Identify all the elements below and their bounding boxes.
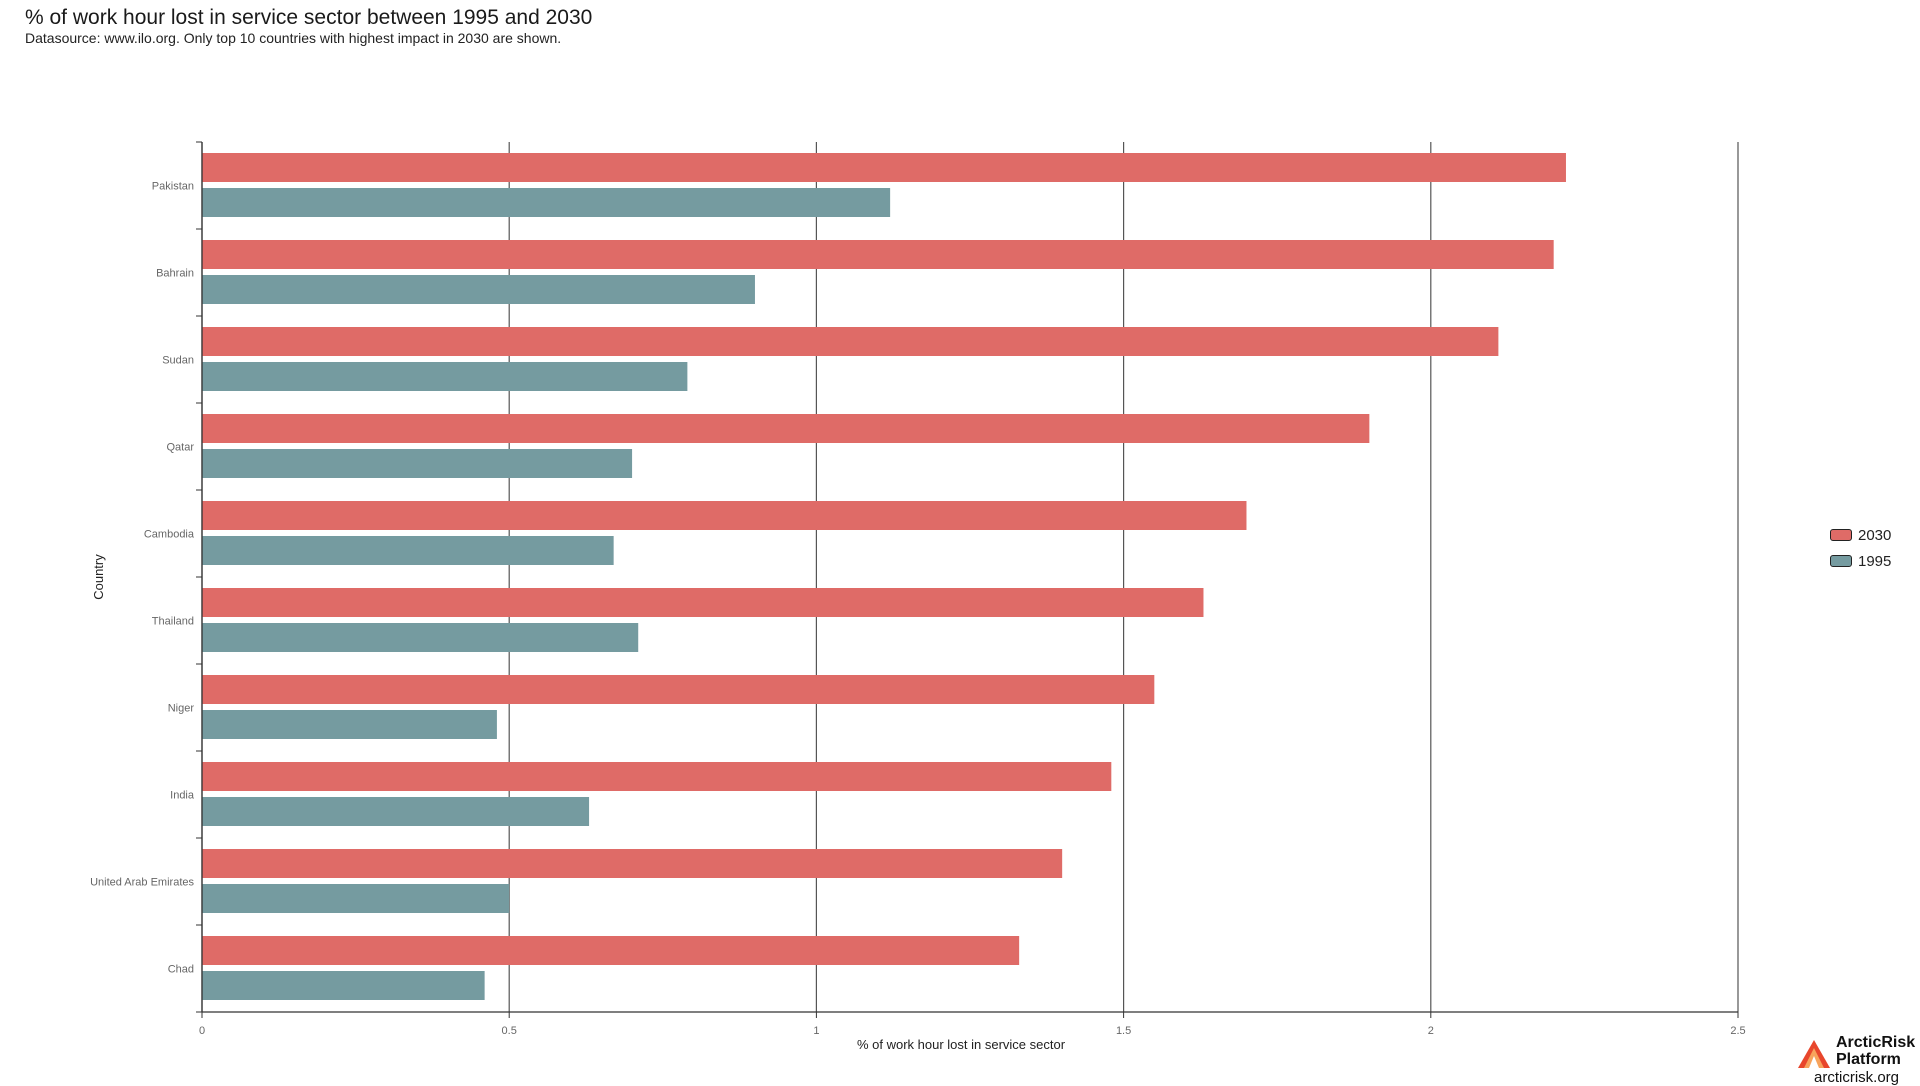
y-axis-title: Country (91, 554, 106, 600)
x-tick-label-1: 0.5 (502, 1025, 517, 1037)
logo-url: arcticrisk.org (1814, 1069, 1900, 1086)
y-tick-label-4: Cambodia (144, 529, 195, 541)
chart-title: % of work hour lost in service sector be… (25, 6, 593, 29)
chart-subtitle: Datasource: www.ilo.org. Only top 10 cou… (25, 30, 562, 46)
bar-2030-1 (202, 240, 1554, 269)
bar-1995-3 (202, 449, 633, 478)
logo-name: ArcticRisk Platform (1836, 1034, 1916, 1068)
arcticrisk-logo[interactable]: ArcticRisk Platform arcticrisk.org (1796, 1034, 1920, 1086)
legend-swatch-1995 (1830, 555, 1852, 567)
legend-label-2030: 2030 (1858, 526, 1892, 544)
bar-1995-7 (202, 797, 590, 826)
y-tick-label-5: Thailand (152, 616, 194, 628)
legend-item-1995[interactable]: 1995 (1830, 548, 1891, 574)
bar-1995-0 (202, 188, 891, 217)
y-tick-label-9: Chad (168, 964, 194, 976)
bar-1995-8 (202, 884, 510, 913)
legend-label-1995: 1995 (1858, 552, 1892, 570)
y-tick-label-2: Sudan (162, 355, 194, 367)
bar-2030-4 (202, 501, 1247, 530)
arcticrisk-mountain-icon (1798, 1040, 1830, 1068)
bar-2030-9 (202, 936, 1020, 965)
bar-2030-8 (202, 849, 1063, 878)
bar-2030-2 (202, 327, 1499, 356)
y-tick-label-7: India (170, 790, 195, 802)
legend-item-2030[interactable]: 2030 (1830, 522, 1891, 548)
y-tick-label-1: Bahrain (156, 268, 194, 280)
x-tick-label-5: 2.5 (1730, 1025, 1745, 1037)
x-tick-label-4: 2 (1428, 1025, 1434, 1037)
y-tick-label-8: United Arab Emirates (90, 877, 194, 889)
bar-2030-0 (202, 153, 1566, 182)
bar-2030-6 (202, 675, 1155, 704)
y-tick-label-3: Qatar (166, 442, 194, 454)
y-tick-label-6: Niger (168, 703, 195, 715)
bar-1995-5 (202, 623, 639, 652)
x-tick-label-0: 0 (199, 1025, 205, 1037)
bar-1995-9 (202, 971, 485, 1000)
bar-2030-7 (202, 762, 1112, 791)
bar-1995-1 (202, 275, 755, 304)
x-axis-title: % of work hour lost in service sector (857, 1037, 1066, 1052)
bar-2030-3 (202, 414, 1370, 443)
x-tick-label-2: 1 (813, 1025, 819, 1037)
chart-legend: 2030 1995 (1830, 522, 1891, 574)
bar-1995-2 (202, 362, 688, 391)
y-tick-label-0: Pakistan (152, 181, 194, 193)
bar-1995-4 (202, 536, 614, 565)
x-tick-label-3: 1.5 (1116, 1025, 1131, 1037)
bar-2030-5 (202, 588, 1204, 617)
legend-swatch-2030 (1830, 529, 1852, 541)
bar-1995-6 (202, 710, 497, 739)
